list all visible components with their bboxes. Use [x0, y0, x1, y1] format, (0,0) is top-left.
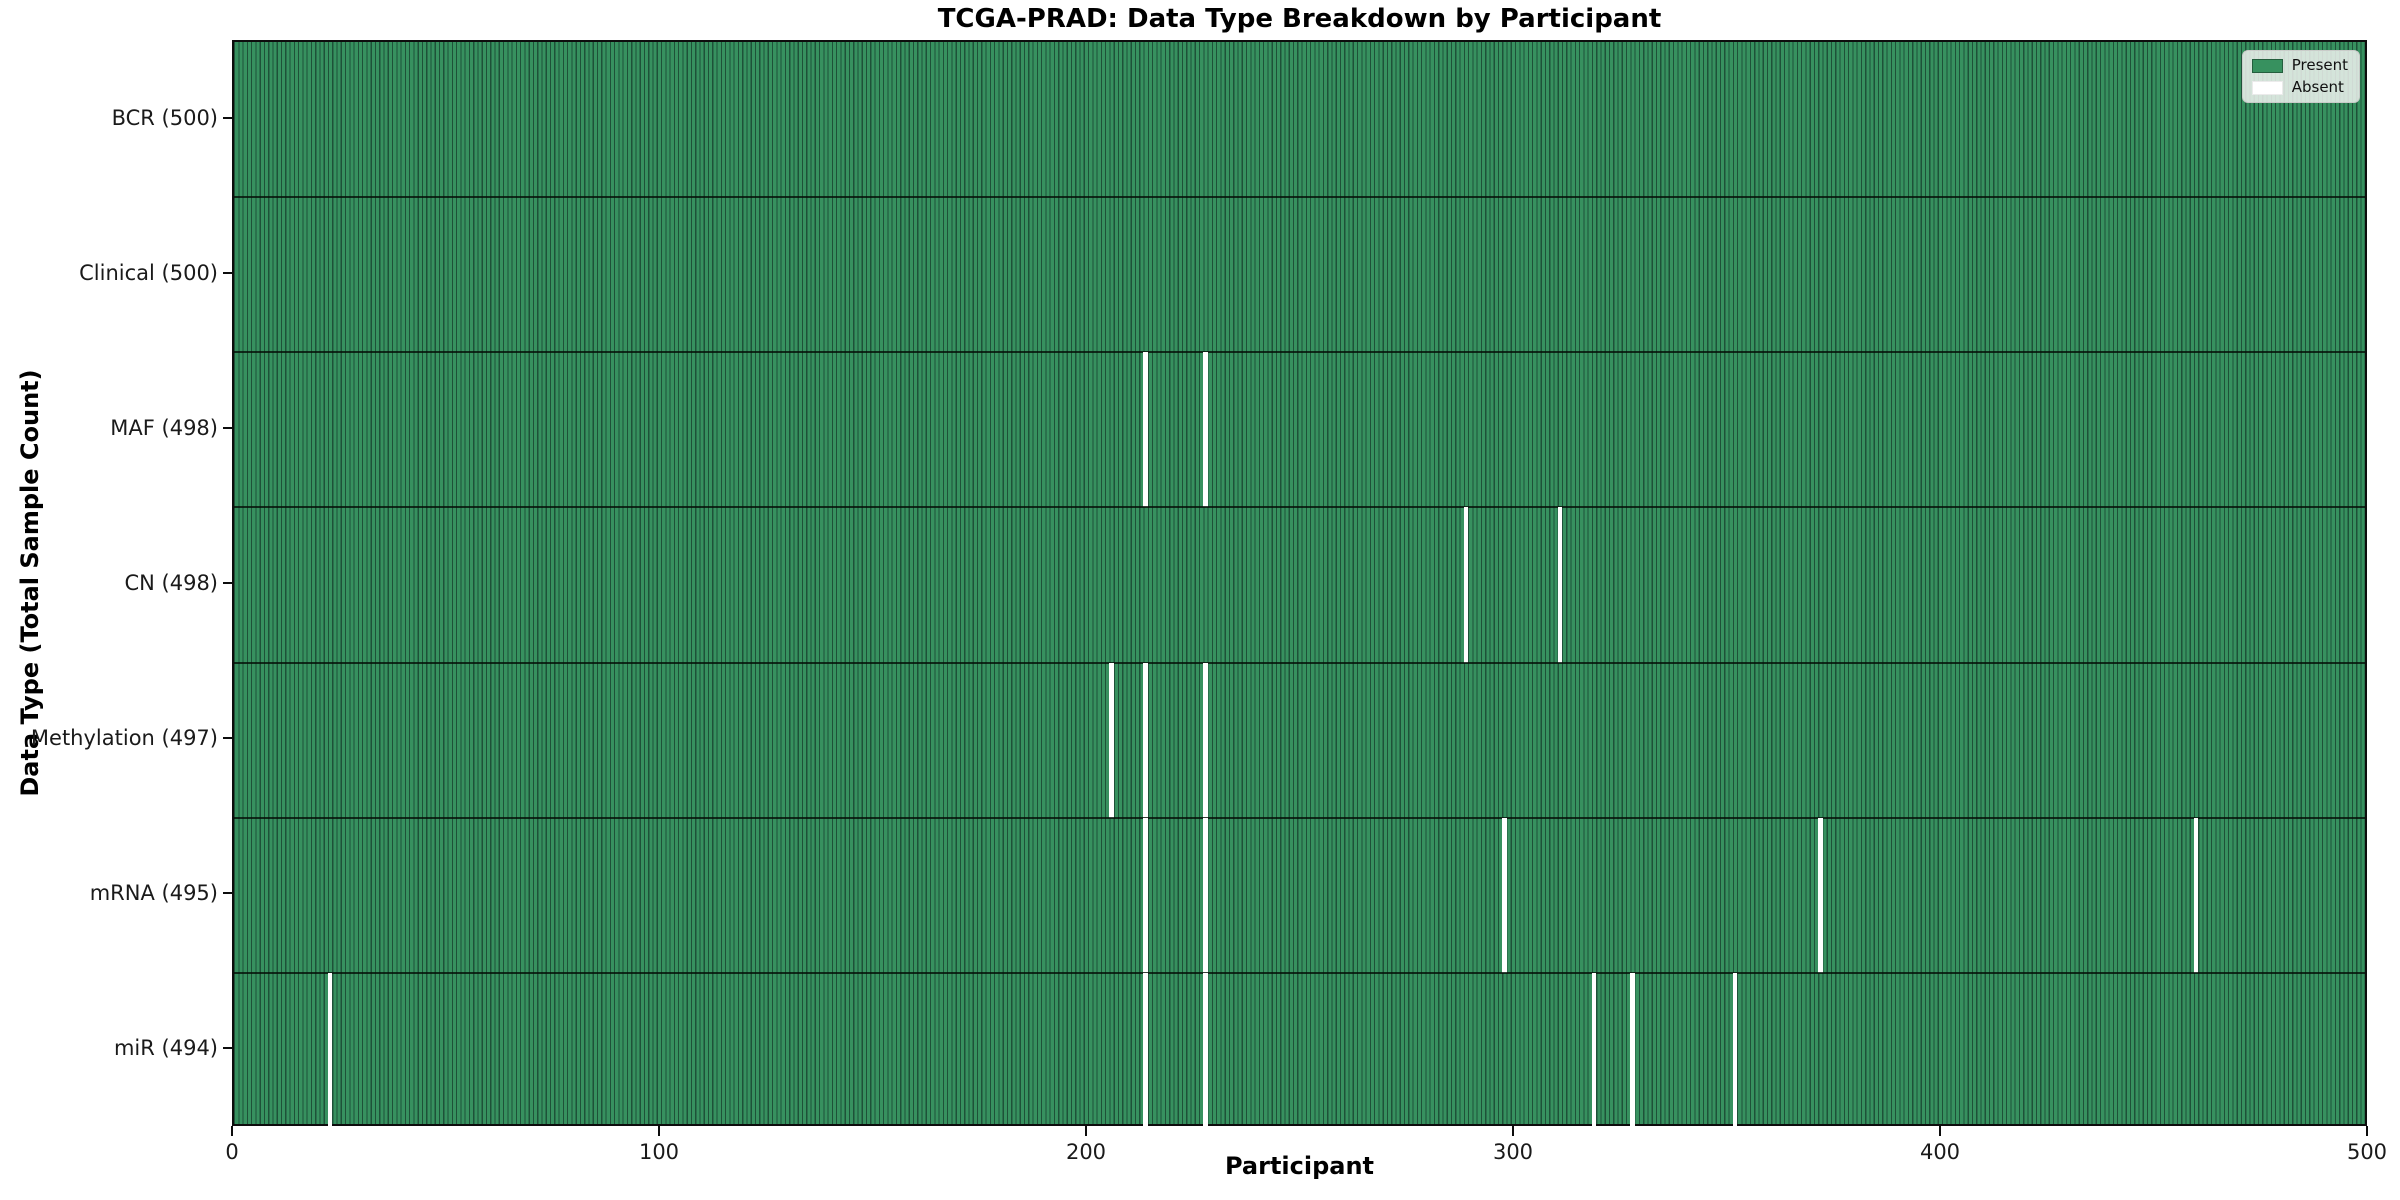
y-tick-label-mRNA: mRNA (495) — [89, 881, 218, 906]
y-tick-mark — [223, 892, 232, 895]
y-tick-label-CN: CN (498) — [124, 571, 218, 595]
row-divider — [234, 816, 2365, 819]
legend: Present Absent — [2241, 50, 2360, 103]
plot-area: Present Absent — [232, 40, 2367, 1128]
legend-entry-present: Present — [2251, 56, 2348, 74]
absent-bar-CN-310 — [1557, 507, 1563, 663]
absent-bar-CN-288 — [1463, 507, 1469, 663]
x-tick-mark — [1939, 1126, 1941, 1136]
y-tick-mark — [223, 737, 232, 740]
x-tick-label-200: 200 — [1065, 1140, 1107, 1164]
absent-bar-mRNA-297 — [1502, 817, 1507, 973]
x-tick-label-500: 500 — [2346, 1140, 2388, 1164]
y-tick-mark — [223, 116, 232, 119]
y-tick-label-BCR: BCR (500) — [111, 105, 218, 130]
absent-bar-miR-227 — [1203, 972, 1208, 1128]
row-divider — [234, 351, 2365, 354]
y-tick-label-Methylation: Methylation (497) — [30, 726, 218, 751]
legend-swatch-present — [2251, 58, 2283, 73]
y-tick-mark — [223, 426, 232, 429]
row-divider — [234, 196, 2365, 199]
y-tick-mark — [223, 582, 232, 584]
x-tick-mark — [2366, 1126, 2368, 1136]
x-tick-label-0: 0 — [225, 1140, 239, 1164]
x-tick-mark — [1512, 1126, 1514, 1136]
x-tick-mark — [658, 1126, 660, 1136]
chart-title: TCGA-PRAD: Data Type Breakdown by Partic… — [937, 4, 1662, 34]
x-tick-mark — [231, 1126, 233, 1136]
row-divider — [234, 661, 2365, 664]
absent-bar-miR-351 — [1732, 972, 1738, 1128]
x-axis-label: Participant — [1224, 1152, 1375, 1180]
row-divider — [234, 971, 2365, 974]
x-tick-mark — [1085, 1126, 1087, 1136]
y-tick-label-miR: miR (494) — [113, 1036, 218, 1061]
absent-bar-MAF-213 — [1143, 352, 1148, 508]
legend-label: Present — [2291, 56, 2348, 74]
absent-bar-miR-213 — [1143, 972, 1148, 1128]
absent-bar-mRNA-459 — [2193, 817, 2199, 973]
absent-bar-Methylation-213 — [1143, 662, 1148, 818]
absent-bar-mRNA-227 — [1203, 817, 1208, 973]
y-tick-label-Clinical: Clinical (500) — [79, 260, 218, 285]
x-tick-label-300: 300 — [1492, 1140, 1534, 1164]
absent-bar-mRNA-371 — [1818, 817, 1823, 973]
row-divider — [234, 506, 2365, 509]
absent-bar-miR-22 — [327, 972, 333, 1128]
legend-entry-absent: Absent — [2251, 78, 2348, 96]
absent-bar-Methylation-227 — [1203, 662, 1208, 818]
absent-bar-miR-318 — [1591, 972, 1597, 1128]
y-tick-mark — [223, 1047, 232, 1050]
y-tick-label-MAF: MAF (498) — [110, 415, 218, 440]
x-tick-label-400: 400 — [1919, 1140, 1961, 1164]
legend-swatch-absent — [2251, 80, 2283, 95]
absent-bar-miR-327 — [1630, 972, 1635, 1128]
y-tick-mark — [223, 271, 232, 274]
absent-bar-MAF-227 — [1203, 352, 1208, 508]
absent-bar-mRNA-213 — [1143, 817, 1148, 973]
legend-label: Absent — [2291, 78, 2344, 96]
absent-bar-Methylation-205 — [1109, 662, 1114, 818]
x-tick-label-100: 100 — [638, 1140, 680, 1164]
